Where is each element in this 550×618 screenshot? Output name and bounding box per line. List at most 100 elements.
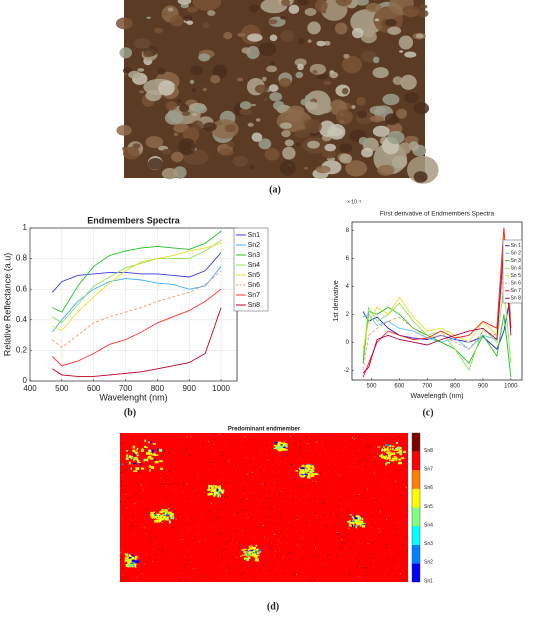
map-speck	[210, 519, 211, 521]
map-title: Predominant endmember	[228, 427, 301, 433]
map-speck	[152, 560, 154, 562]
rock	[324, 143, 336, 152]
map-speck	[280, 519, 282, 521]
rock	[224, 124, 236, 133]
map-speck	[278, 540, 280, 541]
map-patch	[148, 450, 152, 453]
map-speck	[227, 496, 229, 498]
rock	[400, 74, 417, 90]
rock	[173, 132, 179, 137]
rock	[297, 38, 305, 45]
map-speck	[367, 572, 369, 574]
map-speck	[121, 442, 123, 444]
map-speck	[367, 553, 369, 555]
map-speck	[363, 481, 364, 483]
y-tick-label: 8	[346, 228, 350, 234]
map-speck	[404, 462, 406, 463]
series-line	[52, 270, 222, 348]
map-speck	[285, 440, 287, 442]
map-patch	[390, 459, 394, 462]
map-speck	[380, 511, 382, 513]
map-patch	[146, 459, 149, 462]
map-speck	[253, 513, 255, 515]
map-speck	[319, 473, 321, 475]
rock	[385, 19, 397, 27]
map-speck	[265, 523, 267, 525]
legend-label: Sn 6	[511, 281, 522, 287]
map-speck	[286, 455, 288, 457]
map-speck	[372, 515, 374, 517]
map-speck	[404, 579, 405, 580]
map-speck	[224, 461, 226, 462]
rock	[309, 63, 326, 75]
rock	[157, 68, 166, 75]
map-speck	[128, 446, 130, 447]
rock	[249, 4, 260, 13]
series-line	[362, 227, 512, 378]
colorbar-cell	[412, 507, 420, 527]
map-speck	[279, 472, 281, 474]
map-patch	[387, 452, 390, 455]
map-patch	[148, 441, 152, 443]
map-speck	[165, 484, 167, 486]
map-speck	[150, 454, 152, 456]
map-patch	[217, 489, 220, 491]
map-patch	[311, 472, 314, 475]
map-speck	[342, 518, 344, 520]
rock	[370, 115, 384, 123]
map-patch	[133, 460, 135, 462]
map-patch	[218, 491, 222, 494]
map-speck	[312, 480, 314, 482]
map-patch	[136, 470, 138, 473]
rock	[294, 58, 307, 67]
map-patch	[150, 457, 154, 460]
map-speck	[141, 573, 143, 575]
map-speck	[339, 547, 341, 549]
map-speck	[142, 454, 144, 455]
map-patch	[253, 549, 256, 553]
map-speck	[182, 488, 184, 490]
map-speck	[158, 544, 160, 545]
map-speck	[374, 456, 376, 457]
map-speck	[314, 537, 316, 539]
rock	[202, 21, 210, 29]
x-tick-label: 900	[183, 384, 197, 393]
map-speck	[348, 533, 350, 535]
rock	[122, 146, 140, 160]
map-patch	[273, 447, 278, 450]
map-speck	[273, 533, 275, 535]
map-speck	[311, 578, 313, 580]
map-patch	[148, 456, 152, 459]
map-speck	[297, 544, 298, 546]
rock	[167, 7, 174, 12]
map-speck	[209, 510, 211, 512]
map-speck	[138, 497, 140, 499]
map-speck	[218, 495, 220, 497]
map-speck	[282, 536, 284, 538]
rock	[189, 79, 195, 84]
map-patch	[302, 472, 305, 475]
map-speck	[189, 454, 190, 456]
rock	[348, 62, 354, 67]
map-patch	[159, 519, 162, 522]
map-speck	[354, 438, 356, 440]
map-speck	[299, 532, 301, 534]
map-speck	[196, 496, 198, 498]
map-speck	[154, 513, 155, 514]
rock	[328, 123, 346, 140]
map-speck	[273, 566, 275, 567]
map-patch	[392, 447, 394, 451]
map-patch	[130, 558, 134, 561]
map-speck	[387, 483, 389, 484]
rock	[203, 122, 217, 132]
map-speck	[133, 525, 134, 527]
map-speck	[336, 555, 338, 557]
rock	[145, 89, 162, 102]
map-patch	[397, 446, 401, 450]
map-patch	[218, 485, 221, 488]
map-patch	[311, 465, 314, 468]
map-speck	[120, 500, 121, 502]
map-patch	[284, 443, 288, 446]
map-patch	[133, 458, 137, 461]
map-speck	[365, 497, 366, 499]
